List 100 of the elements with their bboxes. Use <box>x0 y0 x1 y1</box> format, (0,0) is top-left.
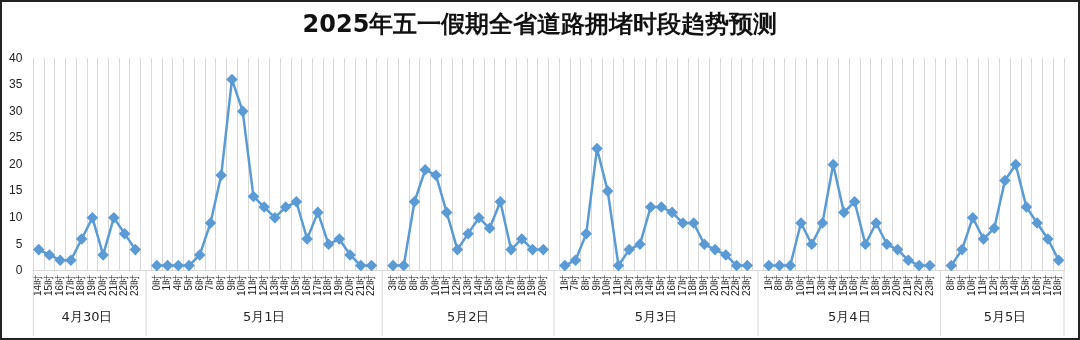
y-tick-label: 20 <box>8 156 23 171</box>
x-tick-label: 19时 <box>86 274 98 296</box>
x-tick-label: 19时 <box>880 274 892 296</box>
x-tick-label: 9时 <box>783 274 795 291</box>
y-tick-label: 0 <box>15 263 23 278</box>
x-tick-label: 13时 <box>461 274 473 296</box>
x-tick-label: 15时 <box>655 274 667 296</box>
x-tick-label: 16时 <box>665 274 677 296</box>
x-tick-label: 6时 <box>397 274 409 291</box>
x-tick-label: 22时 <box>730 274 742 296</box>
x-tick-label: 6时 <box>193 274 205 291</box>
x-tick-label: 9时 <box>418 274 430 291</box>
x-tick-label: 7时 <box>204 274 216 291</box>
x-tick-label: 16时 <box>53 274 65 296</box>
x-tick-label: 17时 <box>64 274 76 296</box>
x-tick-label: 8时 <box>214 274 226 291</box>
chart-title: 2025年五一假期全省道路拥堵时段趋势预测 <box>301 9 779 40</box>
x-tick-label: 21时 <box>354 274 366 296</box>
x-tick-label: 16时 <box>494 274 506 296</box>
x-tick-label: 3时 <box>386 274 398 291</box>
y-tick-label: 35 <box>8 77 23 92</box>
x-tick-label: 18时 <box>322 274 334 296</box>
x-tick-label: 13时 <box>998 274 1010 296</box>
x-tick-label: 11时 <box>977 274 989 296</box>
x-tick-label: 20时 <box>96 274 108 296</box>
text: 4月30日 <box>61 309 113 325</box>
x-tick-label: 23时 <box>923 274 935 296</box>
x-tick-label: 8时 <box>408 274 420 291</box>
x-tick-label: 20时 <box>343 274 355 296</box>
x-tick-label: 22时 <box>365 274 377 296</box>
y-tick-label: 15 <box>8 183 23 198</box>
x-tick-label: 19时 <box>333 274 345 296</box>
x-tick-label: 22时 <box>118 274 130 296</box>
x-tick-label: 4时 <box>172 274 184 291</box>
x-tick-label: 17时 <box>504 274 516 296</box>
x-tick-label: 17时 <box>859 274 871 296</box>
x-tick-label: 23时 <box>741 274 753 296</box>
x-tick-label: 10时 <box>236 274 248 296</box>
x-tick-label: 16时 <box>300 274 312 296</box>
x-tick-label: 12时 <box>257 274 269 296</box>
x-tick-label: 11时 <box>612 274 624 296</box>
x-tick-label: 10时 <box>794 274 806 296</box>
x-tick-label: 0时 <box>150 274 162 291</box>
x-tick-label: 11时 <box>440 274 452 296</box>
x-tick-label: 11时 <box>805 274 817 296</box>
y-tick-label: 30 <box>8 103 23 118</box>
x-tick-label: 19时 <box>526 274 538 296</box>
x-tick-label: 16时 <box>1030 274 1042 296</box>
x-tick-label: 1时 <box>558 274 570 291</box>
x-tick-label: 21时 <box>107 274 119 296</box>
x-tick-label: 9时 <box>225 274 237 291</box>
x-tick-label: 13时 <box>268 274 280 296</box>
text: 5月5日 <box>983 309 1027 325</box>
x-tick-label: 1时 <box>762 274 774 291</box>
text: 5月4日 <box>828 309 871 325</box>
x-tick-label: 8时 <box>945 274 957 291</box>
x-tick-label: 14时 <box>826 274 838 296</box>
x-tick-label: 19时 <box>698 274 710 296</box>
x-tick-label: 8时 <box>773 274 785 291</box>
x-tick-label: 9时 <box>590 274 602 291</box>
x-tick-label: 20时 <box>891 274 903 296</box>
x-tick-label: 10时 <box>601 274 613 296</box>
x-tick-label: 15时 <box>43 274 55 296</box>
x-tick-label: 18时 <box>1052 274 1064 296</box>
x-tick-label: 13时 <box>633 274 645 296</box>
x-tick-label: 23时 <box>129 274 141 296</box>
text: 5月2日 <box>446 309 490 325</box>
x-tick-label: 15时 <box>837 274 849 296</box>
x-tick-label: 14时 <box>472 274 484 296</box>
y-tick-label: 5 <box>15 236 23 251</box>
x-tick-label: 15时 <box>483 274 495 296</box>
x-tick-label: 18时 <box>687 274 699 296</box>
x-tick-label: 1时 <box>161 274 173 291</box>
text: 5月3日 <box>634 309 678 325</box>
x-tick-label: 12时 <box>451 274 463 296</box>
x-tick-label: 14时 <box>32 274 44 296</box>
x-tick-label: 18时 <box>515 274 527 296</box>
x-tick-label: 16时 <box>848 274 860 296</box>
x-tick-label: 11时 <box>247 274 259 296</box>
y-tick-label: 40 <box>8 50 23 65</box>
y-tick-label: 25 <box>8 130 23 145</box>
text: 5月1日 <box>242 309 286 325</box>
x-tick-label: 17时 <box>676 274 688 296</box>
x-tick-label: 18时 <box>75 274 87 296</box>
x-tick-label: 21时 <box>719 274 731 296</box>
x-tick-label: 5时 <box>182 274 194 291</box>
x-tick-label: 21时 <box>902 274 914 296</box>
x-tick-label: 20时 <box>708 274 720 296</box>
y-tick-label: 10 <box>8 210 23 225</box>
x-tick-label: 14时 <box>1009 274 1021 296</box>
x-tick-label: 10时 <box>966 274 978 296</box>
x-tick-label: 9时 <box>955 274 967 291</box>
x-tick-label: 10时 <box>429 274 441 296</box>
x-tick-label: 12时 <box>622 274 634 296</box>
x-tick-label: 17时 <box>311 274 323 296</box>
x-tick-label: 13时 <box>816 274 828 296</box>
x-tick-label: 15时 <box>290 274 302 296</box>
x-tick-label: 17时 <box>1041 274 1053 296</box>
x-tick-label: 22时 <box>912 274 924 296</box>
x-tick-label: 12时 <box>987 274 999 296</box>
